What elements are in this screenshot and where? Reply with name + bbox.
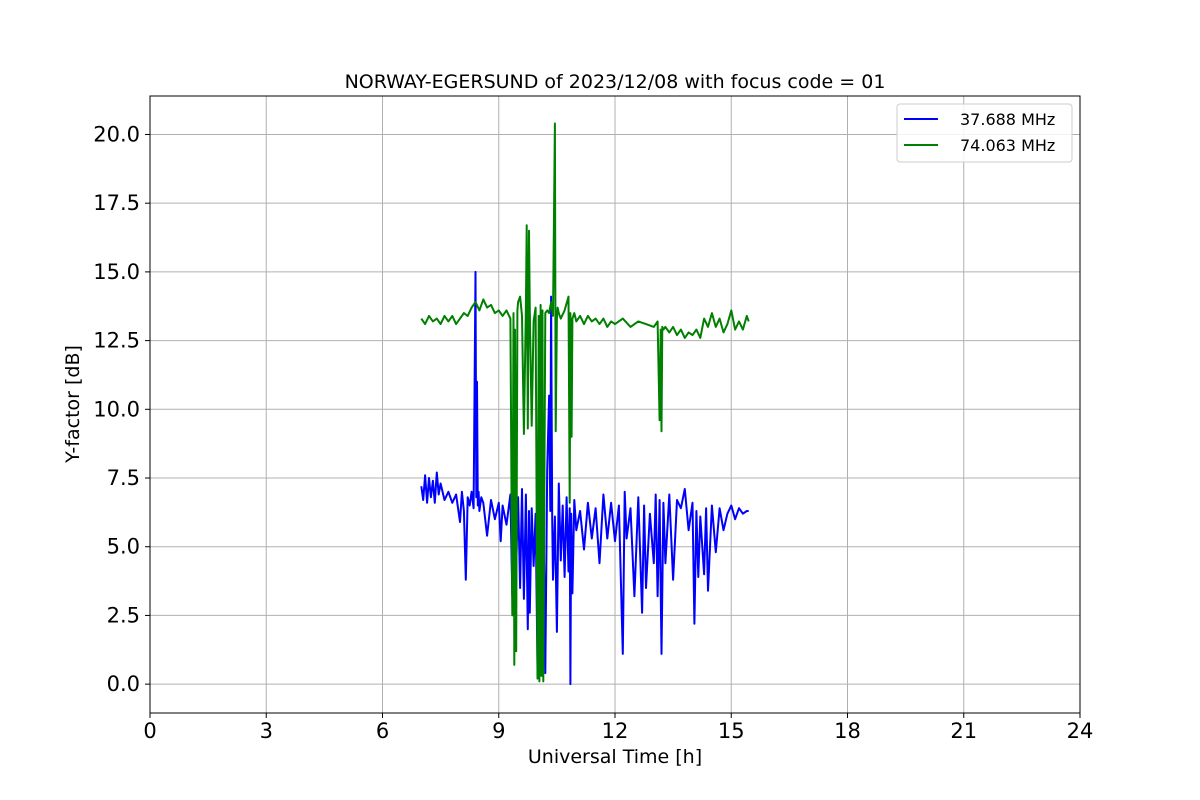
y-tick-label: 12.5	[93, 329, 140, 353]
x-tick-label: 12	[602, 719, 629, 743]
legend-label-74mhz: 74.063 MHz	[960, 136, 1055, 155]
y-tick-label: 7.5	[107, 466, 140, 490]
y-tick-label: 0.0	[107, 672, 140, 696]
x-tick-label: 9	[492, 719, 505, 743]
legend: 37.688 MHz 74.063 MHz	[896, 103, 1073, 163]
x-tick-label: 24	[1067, 719, 1094, 743]
legend-label-37mhz: 37.688 MHz	[960, 110, 1055, 129]
series-line-1	[420, 122, 750, 683]
y-tick-label: 20.0	[93, 122, 140, 146]
chart-title: NORWAY-EGERSUND of 2023/12/08 with focus…	[345, 71, 886, 93]
y-tick-label: 15.0	[93, 260, 140, 284]
y-tick-label: 5.0	[107, 535, 140, 559]
x-tick-label: 0	[143, 719, 156, 743]
y-tick-label: 2.5	[107, 603, 140, 627]
x-tick-label: 18	[834, 719, 861, 743]
y-axis-label: Y-factor [dB]	[62, 345, 84, 464]
legend-box	[896, 103, 1073, 163]
x-tick-label: 21	[950, 719, 977, 743]
x-tick-label: 3	[260, 719, 273, 743]
x-tick-label: 15	[718, 719, 745, 743]
x-axis-label: Universal Time [h]	[528, 746, 702, 768]
series-line-0	[420, 270, 749, 686]
x-tick-label: 6	[376, 719, 389, 743]
y-tick-label: 17.5	[93, 191, 140, 215]
y-axis: 0.0 2.5 5.0 7.5 10.0 12.5 15.0 17.5 20.0	[93, 122, 150, 696]
series-layer	[420, 122, 750, 686]
x-axis: 0 3 6 9 12 15 18 21 24	[143, 713, 1093, 743]
y-tick-label: 10.0	[93, 397, 140, 421]
